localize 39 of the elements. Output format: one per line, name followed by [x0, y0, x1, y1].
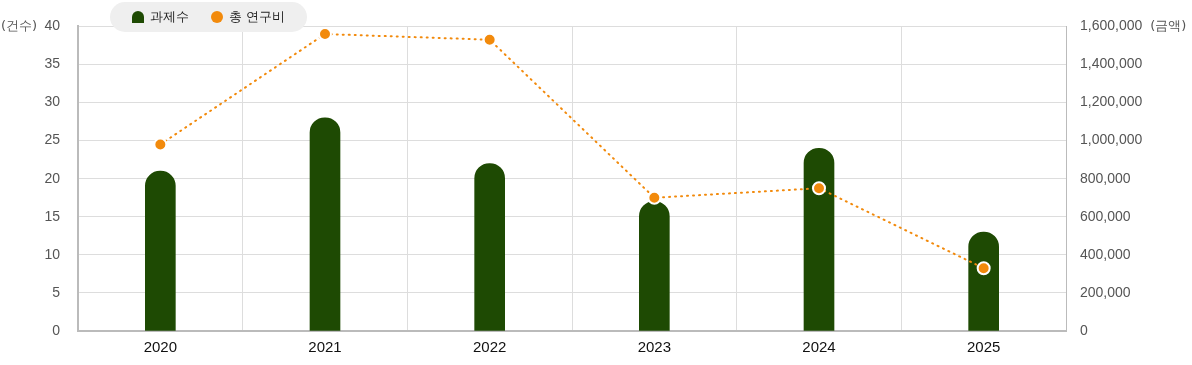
y-tick-label: 20 [44, 169, 61, 186]
x-tick-label: 2025 [966, 338, 1001, 356]
bar [145, 170, 176, 331]
y2-tick-label: 1,400,000 [1080, 55, 1143, 72]
bar [639, 201, 670, 331]
y2-tick-label: 1,200,000 [1080, 93, 1143, 110]
point [812, 181, 826, 196]
y2-axis-title: (금액) [1150, 17, 1187, 33]
y2-tick-label: 200,000 [1080, 283, 1131, 300]
point [647, 190, 662, 205]
x-tick-label: 2021 [308, 338, 342, 356]
x-tick-label: 2024 [802, 338, 836, 356]
legend-label: 과제수 [150, 8, 189, 26]
y2-tick-label: 400,000 [1080, 245, 1131, 262]
bar [309, 117, 341, 331]
y2-tick-label: 0 [1080, 321, 1088, 338]
y-tick-label: 15 [44, 207, 61, 224]
y-tick-label: 30 [44, 93, 61, 110]
legend-label: 총 연구비 [229, 8, 286, 26]
y-tick-label: 35 [44, 55, 61, 72]
bar [803, 147, 835, 331]
y2-tick-label: 600,000 [1080, 207, 1131, 224]
y-tick-label: 5 [52, 283, 61, 300]
y-tick-label: 10 [44, 245, 61, 262]
bar [474, 163, 505, 331]
y-tick-label: 0 [52, 321, 61, 338]
x-tick-label: 2023 [637, 338, 672, 356]
y2-tick-label: 1,600,000 [1080, 17, 1143, 34]
bar [968, 231, 999, 331]
point [153, 137, 168, 152]
point [482, 32, 497, 47]
y-tick-label: 40 [44, 17, 61, 34]
y2-tick-label: 800,000 [1080, 169, 1131, 186]
x-tick-label: 2022 [472, 338, 507, 356]
x-tick-label: 2020 [143, 338, 178, 356]
point [976, 261, 991, 276]
y-tick-label: 25 [44, 131, 61, 148]
y-axis-title: (건수) [1, 17, 38, 33]
y2-tick-label: 1,000,000 [1080, 131, 1143, 148]
